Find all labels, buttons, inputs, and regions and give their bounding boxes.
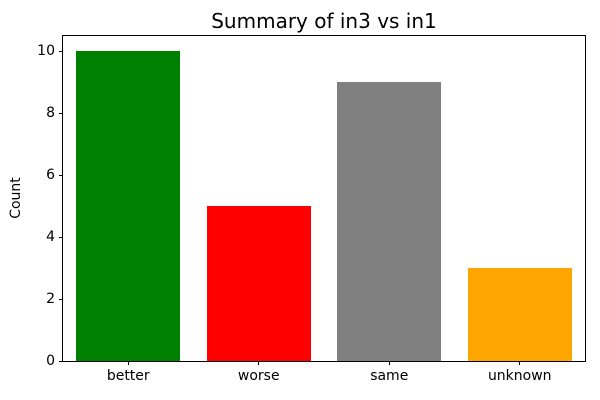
y-tick-mark-0 — [59, 360, 63, 362]
y-tick-label-6: 6 — [46, 167, 55, 184]
x-tick-label-same: same — [370, 368, 409, 384]
x-tick-label-unknown: unknown — [487, 368, 552, 384]
y-tick-mark-2 — [59, 298, 63, 300]
x-tick-mark-worse — [258, 361, 260, 365]
bar-better — [76, 51, 181, 361]
y-tick-mark-6 — [59, 174, 63, 176]
y-tick-label-0: 0 — [46, 353, 55, 369]
y-tick-label-4: 4 — [46, 229, 55, 246]
x-tick-label-better: better — [106, 368, 150, 384]
bar-worse — [206, 206, 311, 361]
y-tick-mark-8 — [59, 112, 63, 114]
x-tick-label-worse: worse — [237, 368, 280, 384]
y-axis-label: Count — [8, 177, 24, 219]
bar-same — [337, 82, 442, 361]
y-tick-mark-4 — [59, 236, 63, 238]
y-tick-label-8: 8 — [46, 105, 55, 122]
y-tick-label-2: 2 — [46, 291, 55, 308]
y-tick-mark-10 — [59, 50, 63, 52]
bar-unknown — [467, 268, 572, 361]
y-tick-label-10: 10 — [37, 43, 55, 60]
plot-area: better worse same unknown 0 2 4 6 8 10 — [37, 35, 586, 383]
x-tick-mark-unknown — [519, 361, 521, 365]
x-tick-mark-same — [388, 361, 390, 365]
x-tick-mark-better — [127, 361, 129, 365]
chart-title: Summary of in3 vs in1 — [211, 9, 437, 33]
